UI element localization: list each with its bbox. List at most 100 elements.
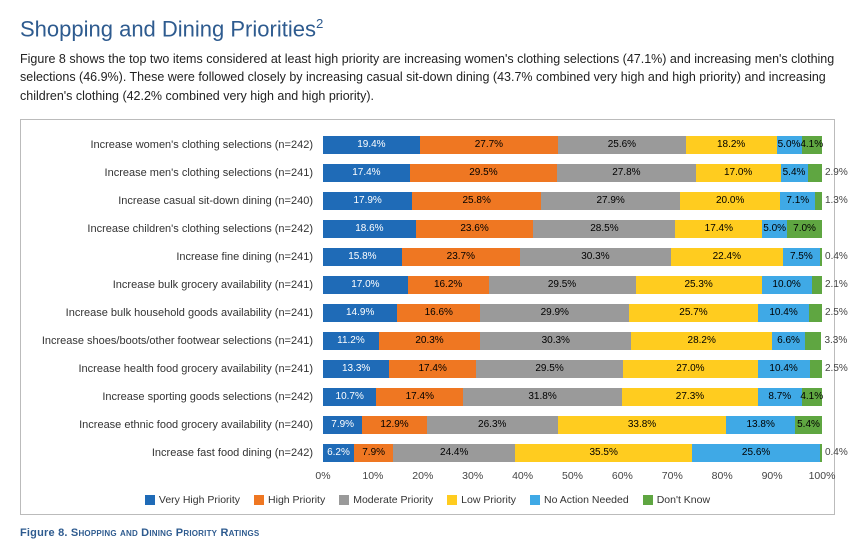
segment-value: 27.9% bbox=[596, 195, 624, 206]
segment-value: 10.4% bbox=[769, 363, 797, 374]
bar-segment: 16.6% bbox=[397, 304, 480, 322]
bar-segment: 17.4% bbox=[675, 220, 762, 238]
bar-segment: 29.5% bbox=[489, 276, 636, 294]
segment-value: 5.4% bbox=[797, 419, 820, 430]
segment-value: 1.3% bbox=[822, 195, 848, 206]
chart-row: Increase women's clothing selections (n=… bbox=[33, 134, 822, 156]
segment-value: 15.8% bbox=[348, 251, 376, 262]
legend-swatch bbox=[643, 495, 653, 505]
bar-segment: 25.6% bbox=[692, 444, 820, 462]
chart-rows: Increase women's clothing selections (n=… bbox=[33, 134, 822, 464]
segment-value: 17.4% bbox=[418, 363, 446, 374]
stacked-bar: 19.4%27.7%25.6%18.2%5.0%4.1% bbox=[323, 136, 822, 154]
bar-segment: 27.8% bbox=[557, 164, 696, 182]
bar-segment: 24.4% bbox=[393, 444, 515, 462]
bar-segment: 17.9% bbox=[323, 192, 412, 210]
x-tick: 80% bbox=[712, 470, 733, 482]
title-text: Shopping and Dining Priorities bbox=[20, 16, 316, 41]
x-tick: 50% bbox=[562, 470, 583, 482]
x-axis: 0%10%20%30%40%50%60%70%80%90%100% bbox=[323, 470, 822, 488]
bar-segment: 30.3% bbox=[480, 332, 631, 350]
row-label: Increase bulk grocery availability (n=24… bbox=[33, 279, 323, 291]
stacked-bar: 17.9% 25.8% 27.9% 20.0% 7.1% 1.3% bbox=[323, 192, 822, 210]
legend-item: High Priority bbox=[254, 494, 325, 506]
legend-item: Low Priority bbox=[447, 494, 516, 506]
bar-segment: 17.0% bbox=[696, 164, 781, 182]
stacked-bar: 10.7%17.4%31.8%27.3%8.7%4.1% bbox=[323, 388, 822, 406]
bar-segment: 18.2% bbox=[686, 136, 777, 154]
legend-swatch bbox=[145, 495, 155, 505]
segment-value: 16.6% bbox=[425, 307, 453, 318]
bar-segment: 25.6% bbox=[558, 136, 686, 154]
segment-value: 13.3% bbox=[342, 363, 370, 374]
bar-segment: 31.8% bbox=[463, 388, 622, 406]
bar-segment: 28.2% bbox=[631, 332, 772, 350]
legend-item: Very High Priority bbox=[145, 494, 240, 506]
bar-segment: 6.2% bbox=[323, 444, 354, 462]
bar-segment: 4.1% bbox=[802, 136, 822, 154]
segment-value: 29.5% bbox=[469, 167, 497, 178]
segment-value: 30.3% bbox=[581, 251, 609, 262]
segment-value: 30.3% bbox=[542, 335, 570, 346]
bar-segment: 27.9% bbox=[541, 192, 680, 210]
x-tick: 30% bbox=[462, 470, 483, 482]
title-superscript: 2 bbox=[316, 16, 323, 31]
stacked-bar: 15.8%23.7%30.3%22.4%7.5%0.4% bbox=[323, 248, 822, 266]
segment-value: 18.2% bbox=[717, 139, 745, 150]
x-tick: 60% bbox=[612, 470, 633, 482]
bar-segment: 17.0% bbox=[323, 276, 408, 294]
segment-value: 0.4% bbox=[822, 251, 848, 262]
x-tick: 10% bbox=[362, 470, 383, 482]
segment-value: 4.1% bbox=[800, 391, 823, 402]
bar-segment: 20.0% bbox=[680, 192, 780, 210]
legend-label: Low Priority bbox=[461, 494, 516, 506]
segment-value: 28.2% bbox=[688, 335, 716, 346]
bar-segment: 2.5% bbox=[809, 304, 821, 322]
segment-value: 29.5% bbox=[548, 279, 576, 290]
segment-value: 14.9% bbox=[346, 307, 374, 318]
stacked-bar: 11.2%20.3%30.3%28.2%6.6%3.3% bbox=[323, 332, 822, 350]
segment-value: 8.7% bbox=[768, 391, 791, 402]
segment-value: 27.0% bbox=[676, 363, 704, 374]
segment-value: 17.0% bbox=[351, 279, 379, 290]
chart-row: Increase fine dining (n=241)15.8%23.7%30… bbox=[33, 246, 822, 268]
segment-value: 0.4% bbox=[822, 447, 848, 458]
segment-value: 25.8% bbox=[463, 195, 491, 206]
segment-value: 2.5% bbox=[822, 307, 848, 318]
segment-value: 5.4% bbox=[783, 167, 806, 178]
segment-value: 5.0% bbox=[778, 139, 801, 150]
chart-row: Increase bulk grocery availability (n=24… bbox=[33, 274, 822, 296]
row-label: Increase women's clothing selections (n=… bbox=[33, 139, 323, 151]
chart-row: Increase casual sit-down dining (n=240)1… bbox=[33, 190, 822, 212]
segment-value: 20.3% bbox=[415, 335, 443, 346]
legend-label: Moderate Priority bbox=[353, 494, 433, 506]
bar-segment: 17.4% bbox=[323, 164, 410, 182]
row-label: Increase ethnic food grocery availabilit… bbox=[33, 419, 323, 431]
bar-segment: 16.2% bbox=[408, 276, 489, 294]
bar-segment: 2.1% bbox=[812, 276, 822, 294]
bar-segment: 4.1% bbox=[802, 388, 822, 406]
segment-value: 19.4% bbox=[357, 139, 385, 150]
bar-segment: 15.8% bbox=[323, 248, 402, 266]
segment-value: 3.3% bbox=[821, 335, 847, 346]
bar-segment: 1.3% bbox=[815, 192, 821, 210]
stacked-bar: 17.4%29.5%27.8%17.0%5.4%2.9% bbox=[323, 164, 822, 182]
segment-value: 2.1% bbox=[822, 279, 848, 290]
segment-value: 7.0% bbox=[793, 223, 816, 234]
legend-item: Moderate Priority bbox=[339, 494, 433, 506]
bar-segment: 7.1% bbox=[780, 192, 815, 210]
bar-segment: 13.8% bbox=[726, 416, 795, 434]
segment-value: 2.9% bbox=[822, 167, 848, 178]
bar-segment: 7.5% bbox=[783, 248, 820, 266]
bar-segment: 23.7% bbox=[402, 248, 520, 266]
x-tick: 100% bbox=[809, 470, 836, 482]
segment-value: 7.1% bbox=[786, 195, 809, 206]
bar-segment: 29.5% bbox=[410, 164, 557, 182]
segment-value: 17.4% bbox=[406, 391, 434, 402]
segment-value: 7.5% bbox=[790, 251, 813, 262]
bar-segment: 14.9% bbox=[323, 304, 397, 322]
bar-segment: 26.3% bbox=[427, 416, 558, 434]
legend-item: No Action Needed bbox=[530, 494, 629, 506]
segment-value: 27.8% bbox=[612, 167, 640, 178]
segment-value: 6.6% bbox=[777, 335, 800, 346]
